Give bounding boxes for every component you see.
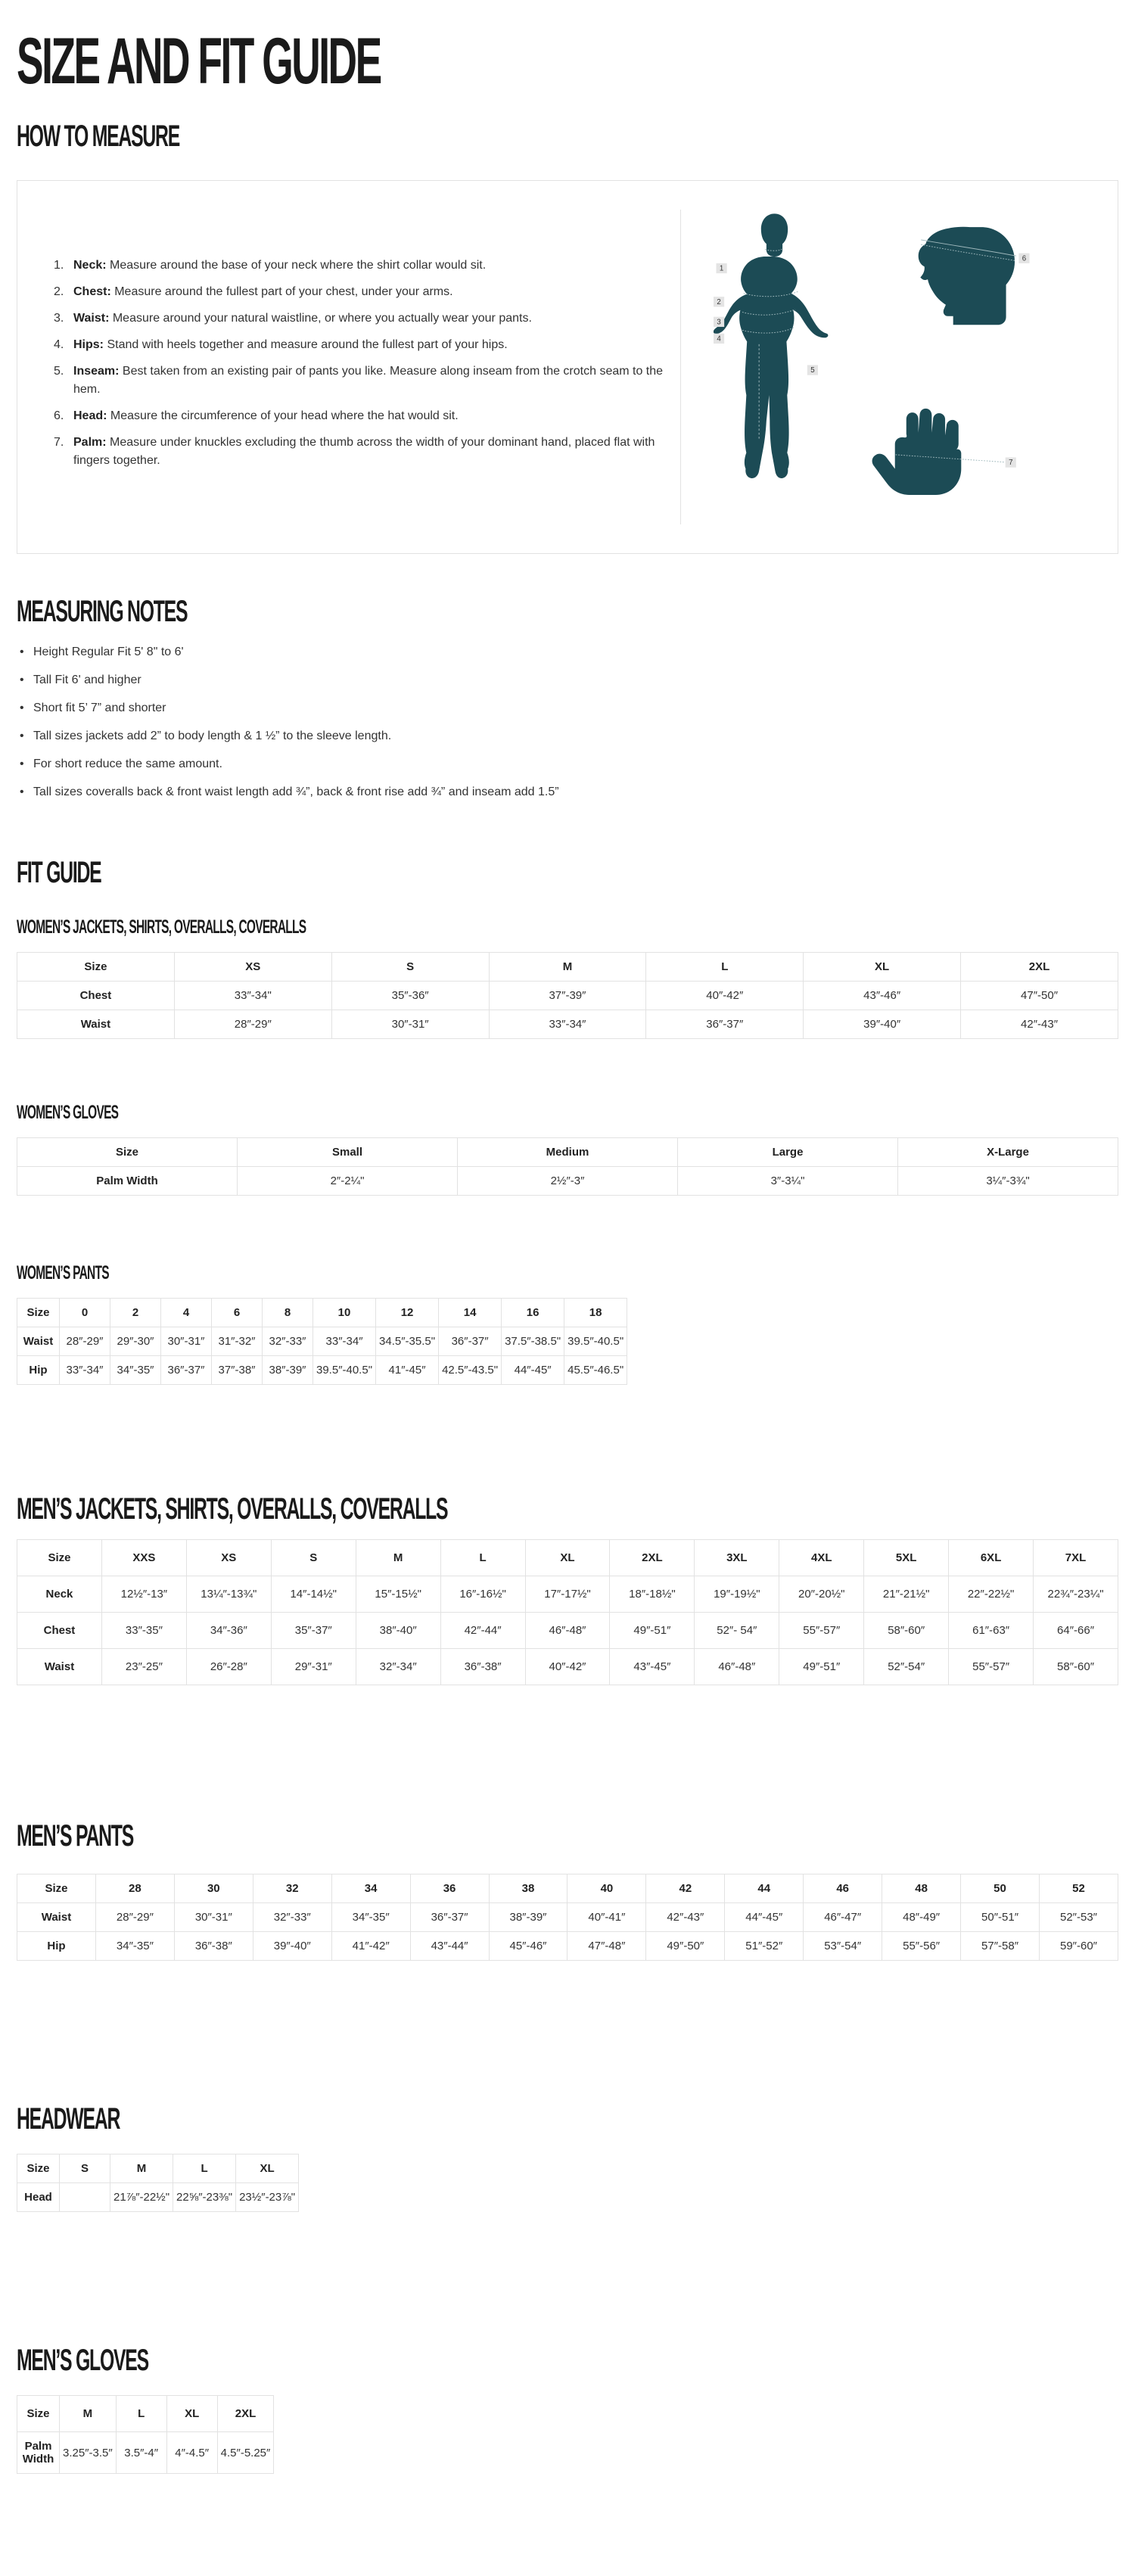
svg-text:4: 4 (717, 335, 721, 344)
svg-text:6: 6 (1022, 254, 1025, 263)
svg-text:7: 7 (1009, 459, 1012, 467)
svg-text:1: 1 (719, 265, 723, 273)
svg-text:3: 3 (717, 318, 720, 326)
svg-text:2: 2 (717, 298, 720, 306)
svg-text:5: 5 (810, 366, 814, 375)
